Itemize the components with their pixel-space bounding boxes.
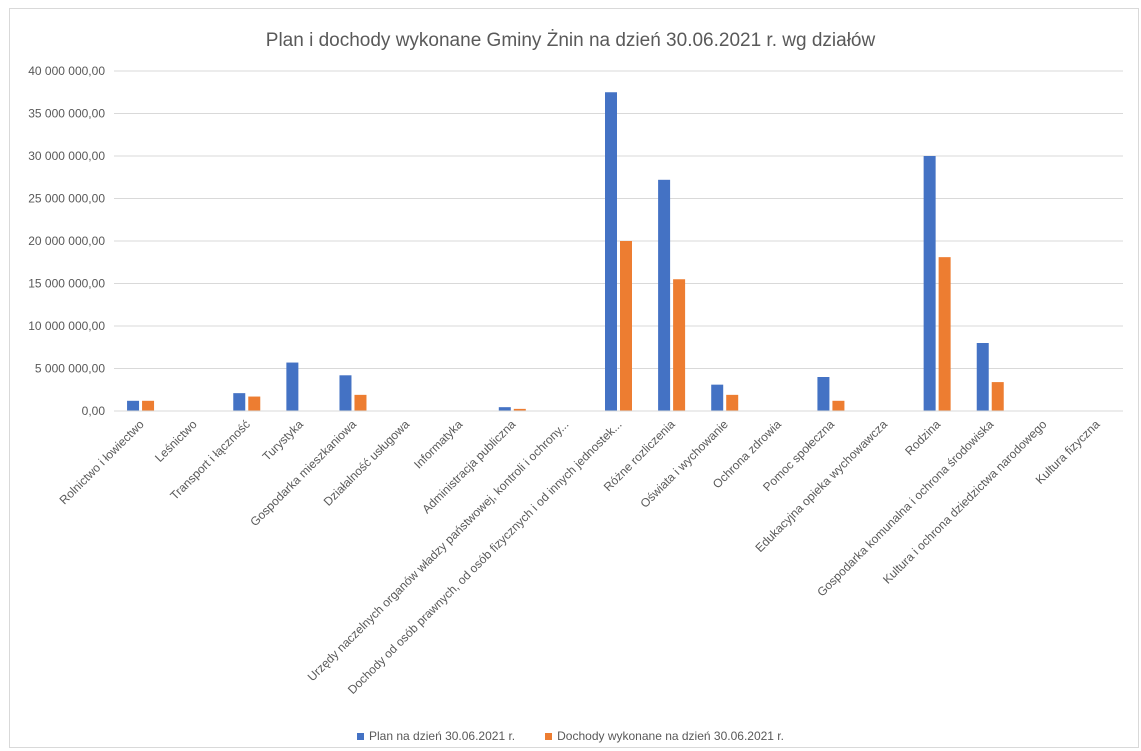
bar-dochody [991,382,1004,411]
bar-plan [127,400,140,411]
bar-plan [605,92,617,411]
x-tick-label: Rodzina [902,417,943,458]
y-tick-label: 40 000 000,00 [28,64,105,78]
y-tick-label: 30 000 000,00 [28,149,105,163]
bar-plan [286,362,299,411]
y-tick-label: 10 000 000,00 [28,319,105,333]
x-tick-label: Turystyka [260,417,307,464]
bar-dochody [673,279,686,411]
legend-label-plan: Plan na dzień 30.06.2021 r. [369,729,516,743]
y-tick-label: 5 000 000,00 [35,362,105,376]
bar-plan [976,343,989,411]
y-tick-label: 25 000 000,00 [28,192,105,206]
bar-plan [658,179,671,411]
bar-plan [233,393,246,411]
bar-dochody [832,400,845,411]
legend-swatch-dochody [545,732,553,740]
x-tick-label: Gospodarka mieszkaniowa [247,417,359,529]
y-tick-label: 15 000 000,00 [28,277,105,291]
legend-item-dochody: Dochody wykonane na dzień 30.06.2021 r. [545,729,784,743]
x-tick-label: Administracja publiczna [419,417,518,516]
bar-dochody [354,394,367,411]
y-tick-label: 0,00 [82,404,106,418]
legend-swatch-plan [357,732,365,740]
x-tick-label: Leśnictwo [152,417,200,465]
bar-dochody [248,396,261,411]
legend-item-plan: Plan na dzień 30.06.2021 r. [357,729,515,743]
chart-legend: Plan na dzień 30.06.2021 r. Dochody wyko… [0,729,1141,743]
bar-dochody [938,257,951,411]
bar-plan [711,384,724,411]
y-tick-label: 20 000 000,00 [28,234,105,248]
chart-frame [9,8,1139,748]
y-tick-label: 35 000 000,00 [28,107,105,121]
legend-label-dochody: Dochody wykonane na dzień 30.06.2021 r. [557,729,784,743]
bar-dochody [620,241,632,411]
bar-plan [923,156,936,411]
bar-dochody [513,408,526,411]
bar-plan [339,375,352,411]
x-tick-label: Oświata i wychowanie [637,417,731,511]
chart-title: Plan i dochody wykonane Gminy Żnin na dz… [265,30,876,51]
bar-dochody [726,394,739,411]
bar-dochody [142,400,155,411]
x-tick-label: Informatyka [411,417,465,471]
x-tick-label: Rolnictwo i łowiectwo [57,417,147,507]
bar-plan [498,407,511,411]
x-tick-label: Urzędy naczelnych organów władzy państwo… [305,417,572,684]
bar-plan [817,377,830,411]
